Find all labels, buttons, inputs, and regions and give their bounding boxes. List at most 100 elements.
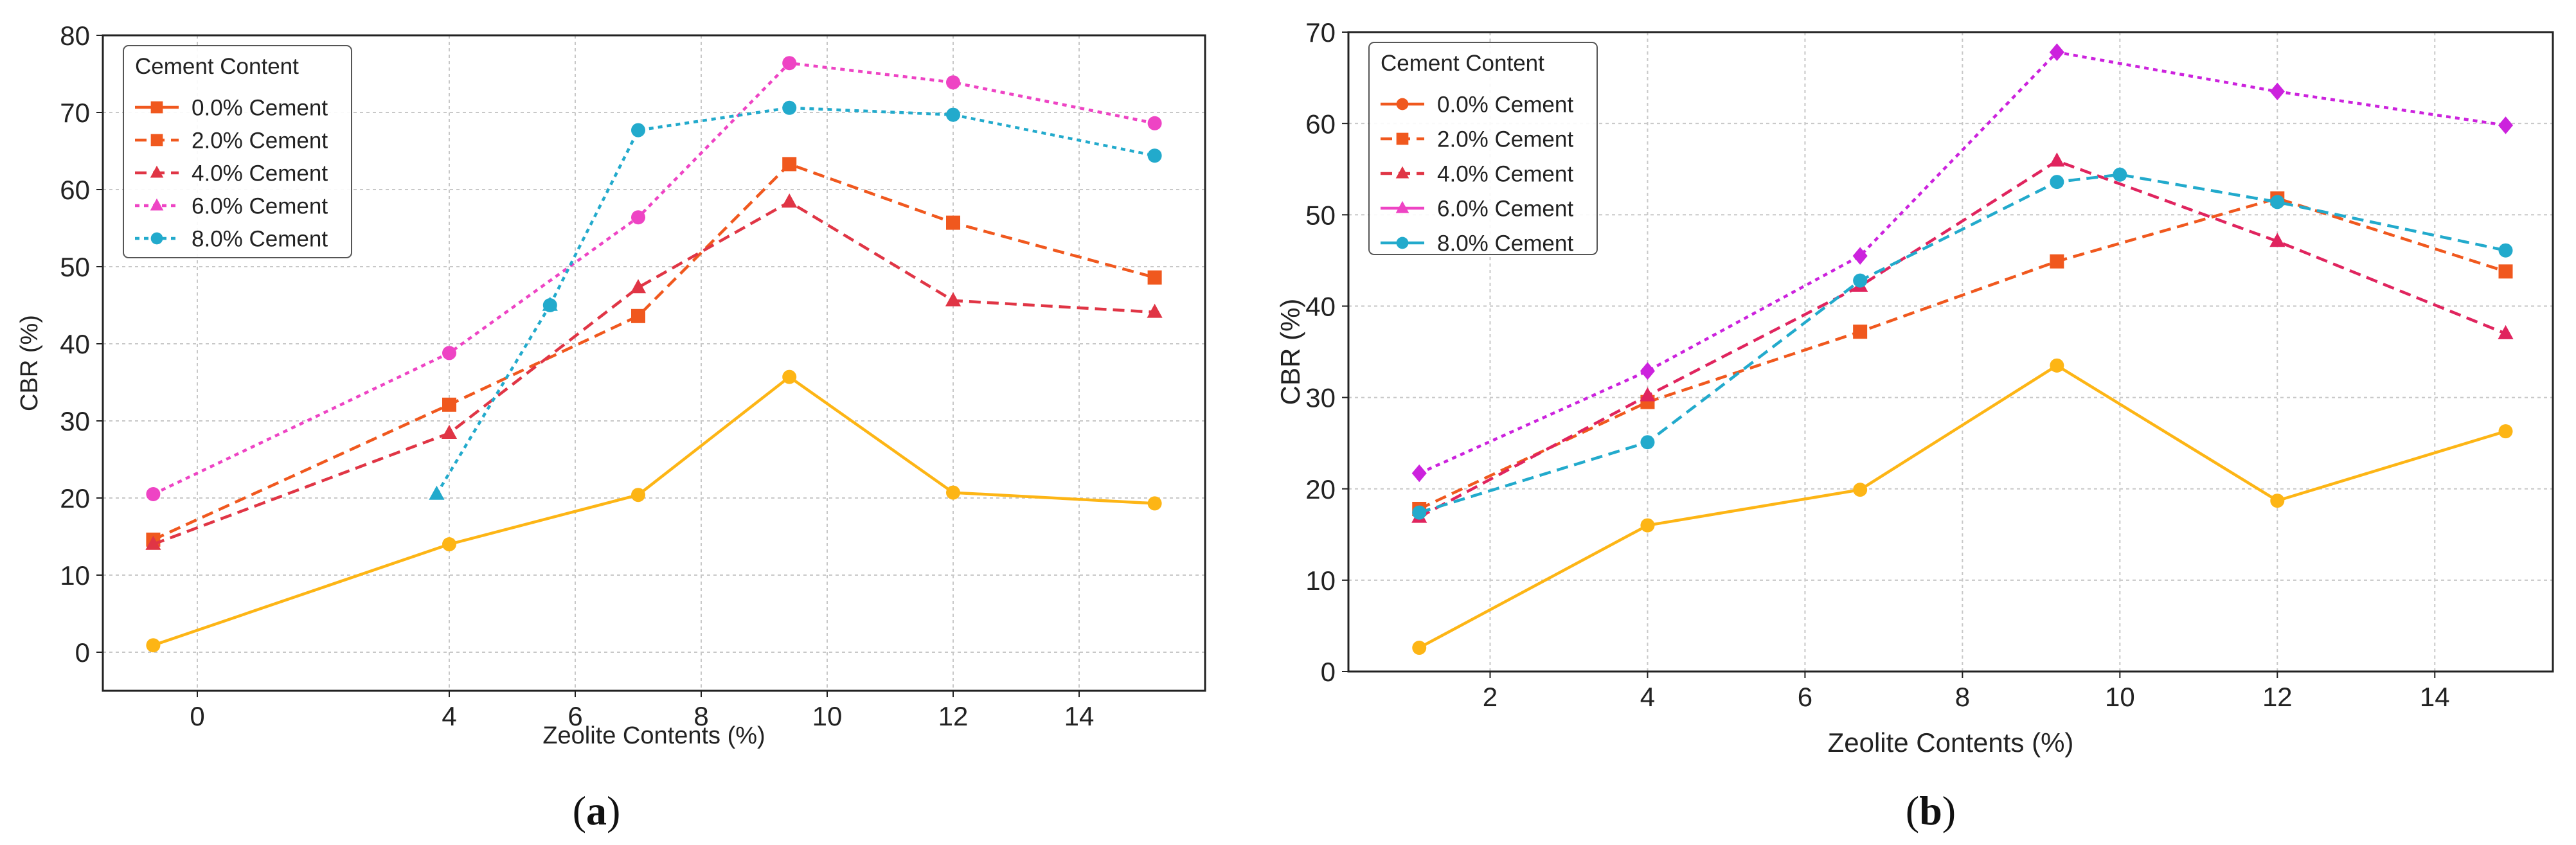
data-point — [146, 638, 161, 653]
data-point — [2050, 254, 2064, 269]
chart-panel-a: 0 4 6 8 10 12 14 0 10 20 30 40 50 60 70 80 Zeolite Conte… — [16, 21, 1206, 833]
data-point — [1852, 247, 1868, 265]
series-line-1 — [1418, 197, 2507, 511]
data-point — [782, 56, 797, 71]
caption-letter: a — [586, 788, 607, 833]
data-point — [782, 369, 797, 384]
data-point — [2269, 233, 2285, 247]
data-point — [1853, 273, 1868, 288]
x-axis-label: Zeolite Contents (%) — [542, 722, 765, 749]
data-point — [946, 215, 960, 230]
data-point — [631, 210, 645, 225]
caption-paren: ) — [1942, 788, 1956, 833]
data-point — [2498, 325, 2514, 339]
x-tick-label: 0 — [190, 701, 204, 731]
data-point — [442, 397, 456, 412]
caption-paren: ( — [1906, 788, 1919, 833]
series-line-3 — [152, 61, 1156, 496]
series-line-5 — [435, 304, 551, 495]
data-point — [782, 157, 797, 172]
legend-swatch-marker — [150, 134, 163, 147]
legend-swatch-marker — [150, 198, 164, 211]
x-tick-label: 2 — [1483, 682, 1498, 712]
data-point — [946, 485, 960, 500]
y-tick-label: 50 — [1305, 200, 1336, 230]
y-tick-label: 80 — [60, 21, 90, 51]
legend-entry: 2.0% Cement — [1437, 127, 1573, 152]
y-tick-label: 50 — [60, 252, 90, 282]
data-point — [1411, 464, 1427, 483]
axes-frame — [102, 34, 1206, 692]
x-tick-label: 8 — [693, 701, 708, 731]
legend-title: Cement Content — [135, 54, 299, 79]
legend: Cement Content 0.0% Cement 2.0% Cement 4.0%… — [123, 45, 352, 258]
y-tick-label: 40 — [1305, 292, 1336, 322]
y-tick-label: 70 — [1305, 17, 1336, 48]
legend-swatch-marker — [150, 165, 164, 178]
data-point — [442, 346, 456, 360]
x-axis-label: Zeolite Contents (%) — [1828, 727, 2074, 758]
legend-swatch-marker — [1395, 200, 1409, 213]
series-line-2 — [152, 200, 1155, 546]
legend-entry: 8.0% Cement — [1437, 231, 1573, 256]
legend-entry: 6.0% Cement — [192, 194, 328, 219]
series-line-3 — [1418, 51, 2506, 475]
data-point — [441, 425, 458, 439]
data-point — [946, 75, 960, 90]
y-tick-label: 30 — [60, 406, 90, 436]
series-line-0 — [1418, 364, 2507, 650]
y-tick-label: 20 — [1305, 474, 1336, 504]
data-point — [1147, 148, 1162, 163]
x-tick-label: 12 — [2262, 682, 2293, 712]
data-point — [630, 279, 647, 294]
data-point — [2049, 152, 2065, 167]
data-point — [442, 537, 456, 551]
x-tick-label: 4 — [442, 701, 456, 731]
legend-entry: 6.0% Cement — [1437, 197, 1573, 222]
data-point — [2270, 494, 2285, 508]
data-point — [1147, 116, 1162, 130]
y-tick-label: 10 — [60, 560, 90, 591]
y-tick-label: 70 — [60, 98, 90, 128]
data-point — [145, 535, 161, 550]
data-point — [631, 488, 645, 503]
legend-swatch-marker — [1396, 98, 1409, 111]
y-tick-label: 40 — [60, 329, 90, 359]
y-tick-label: 60 — [60, 175, 90, 205]
legend-entry: 8.0% Cement — [192, 227, 328, 252]
data-point — [2269, 82, 2285, 101]
axes-frame — [1347, 31, 2554, 673]
series-line-0 — [152, 375, 1155, 647]
x-tick-label: 14 — [1064, 701, 1095, 731]
data-point — [945, 292, 962, 307]
data-point — [631, 123, 645, 138]
legend-box — [123, 45, 352, 258]
y-tick-label: 10 — [1305, 565, 1336, 596]
data-point — [782, 193, 798, 208]
data-point — [1147, 303, 1163, 318]
caption-paren: ( — [573, 788, 586, 833]
series-line-2 — [1418, 159, 2507, 519]
data-point — [1640, 362, 1655, 380]
legend-swatch-marker — [1395, 166, 1409, 179]
series-line-1 — [152, 163, 1156, 541]
x-tick-label: 4 — [1640, 682, 1655, 712]
legend-entry: 4.0% Cement — [192, 161, 328, 186]
data-point — [1412, 505, 1427, 520]
data-point — [1853, 483, 1868, 497]
y-tick-label: 20 — [60, 483, 90, 513]
y-tick-label: 60 — [1305, 109, 1336, 139]
caption-letter: b — [1919, 788, 1942, 833]
legend: Cement Content 0.0% Cement 2.0% Cement 4.0%… — [1368, 42, 1598, 256]
data-point — [1147, 270, 1162, 285]
data-point — [2270, 195, 2285, 209]
data-point — [2049, 43, 2064, 62]
legend-swatch-marker — [150, 232, 163, 245]
data-point — [2498, 116, 2514, 134]
x-tick-label: 8 — [1955, 682, 1970, 712]
data-point — [2113, 167, 2127, 182]
legend-swatch-marker — [1396, 132, 1409, 145]
y-tick-label: 0 — [75, 637, 90, 668]
data-point — [2498, 243, 2513, 258]
